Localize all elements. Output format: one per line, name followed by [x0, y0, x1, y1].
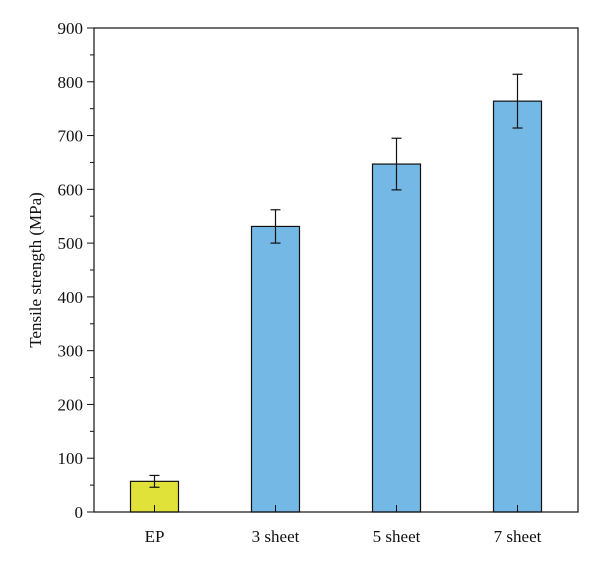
y-tick-label: 400	[58, 288, 84, 307]
bars-layer	[129, 100, 543, 513]
y-tick-label: 300	[58, 342, 84, 361]
tick-labels-layer: EP 3 sheet 5 sheet 7 sheet 0 100 200 300 400 500 6…	[58, 19, 542, 546]
x-tick-label: 3 sheet	[252, 527, 300, 546]
error-bars-layer	[149, 73, 523, 488]
x-tick-label: EP	[145, 527, 165, 546]
y-axis-label: Tensile strength (MPa)	[26, 192, 45, 348]
y-tick-label: 600	[58, 180, 84, 199]
ticks-layer	[87, 27, 518, 513]
bar-5-sheet	[371, 163, 422, 513]
y-tick-label: 500	[58, 234, 84, 253]
y-tick-label: 100	[58, 449, 84, 468]
y-tick-label: 700	[58, 127, 84, 146]
y-tick-label: 200	[58, 395, 84, 414]
y-tick-label: 900	[58, 19, 84, 38]
x-tick-label: 7 sheet	[494, 527, 542, 546]
y-tick-label: 0	[75, 503, 84, 522]
bar-7-sheet	[492, 100, 543, 513]
bar-3-sheet	[250, 225, 301, 513]
y-tick-label: 800	[58, 73, 84, 92]
x-tick-label: 5 sheet	[373, 527, 421, 546]
